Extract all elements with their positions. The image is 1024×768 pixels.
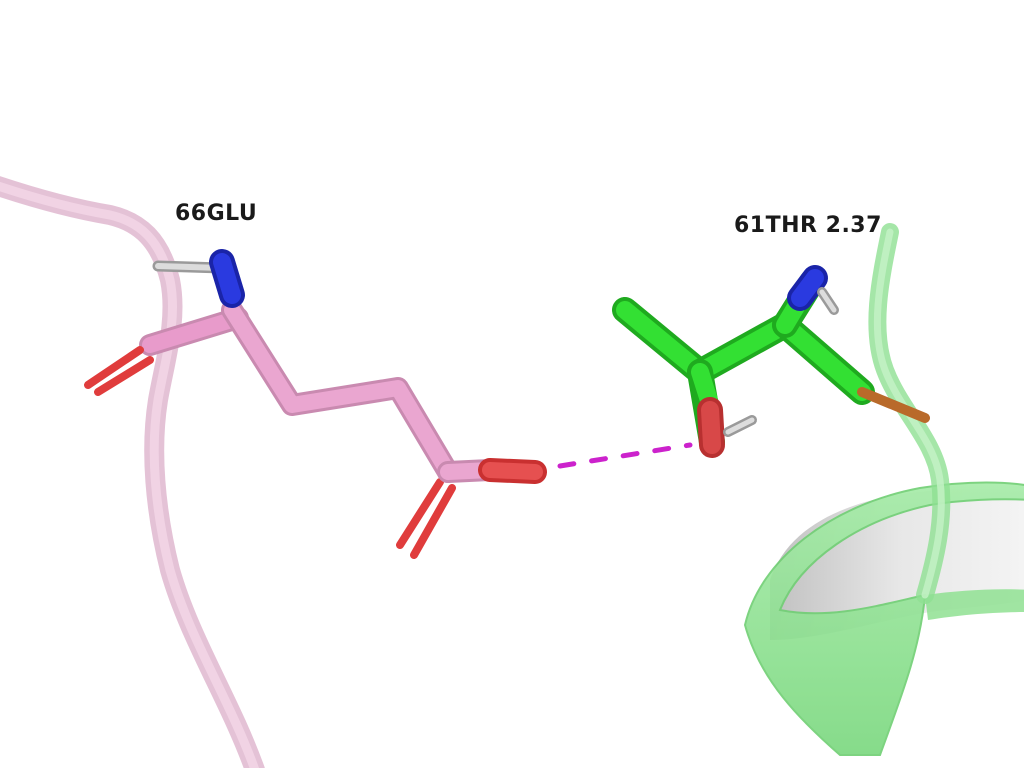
- residue-label-66glu: 66GLU: [175, 201, 258, 226]
- residue-label-61thr: 61THR 2.37: [734, 213, 882, 238]
- hydrogen-bond: [557, 442, 693, 469]
- residue-61thr-sticks: [612, 265, 930, 458]
- chain-a-ribbon: [0, 176, 265, 768]
- chain-b-ribbon: [743, 223, 1024, 756]
- residue-66glu-sticks: [84, 249, 547, 559]
